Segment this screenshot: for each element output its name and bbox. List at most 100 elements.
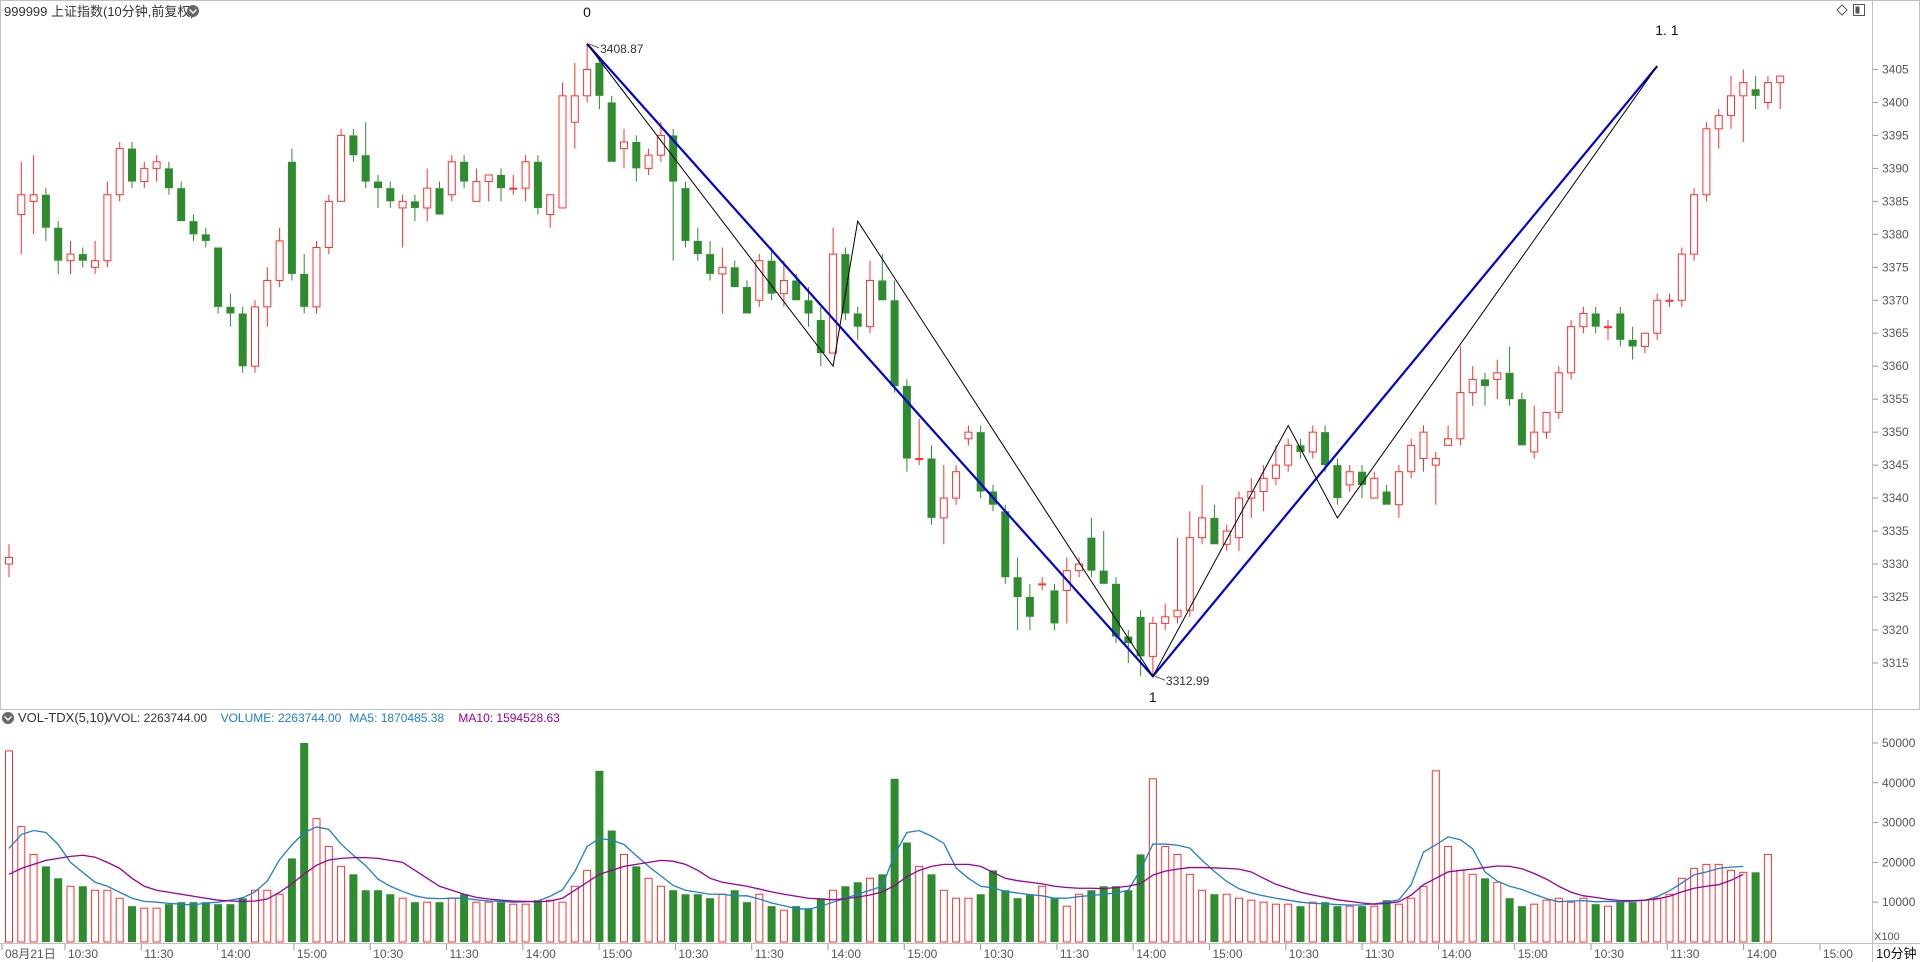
candle: [682, 182, 690, 248]
candle: [1457, 346, 1464, 445]
volume-bar-up: [92, 890, 99, 942]
candle-body-down: [165, 168, 173, 188]
volume-bar-down: [1592, 904, 1600, 942]
volume-bar-up: [1149, 779, 1156, 942]
diamond-icon[interactable]: [1837, 5, 1847, 15]
candle-body-down: [202, 234, 210, 241]
candle: [916, 419, 923, 465]
candle-body-up: [571, 96, 578, 122]
wave-line: [587, 44, 1657, 676]
volume-bar-up: [1199, 890, 1206, 942]
volume-bar-up: [1236, 898, 1243, 942]
volume-bar-down: [226, 904, 234, 942]
candle: [1469, 366, 1476, 406]
candle: [1149, 617, 1156, 676]
candle: [1715, 109, 1722, 149]
volume-bar-down: [1358, 906, 1366, 942]
volume-bar-down: [1051, 898, 1059, 942]
wave-label-1: 1: [1149, 689, 1157, 705]
volume-bar-down: [1297, 906, 1305, 942]
candle: [547, 195, 554, 228]
volume-bar-down: [300, 743, 308, 942]
volume-bar-up: [1186, 874, 1193, 942]
candle: [104, 182, 111, 268]
candle-body-down: [1481, 379, 1489, 386]
candle-body-up: [1199, 518, 1206, 538]
x-tick-label: 15:00: [1823, 947, 1853, 961]
low-pointer: [1155, 676, 1165, 680]
candle-body-up: [1371, 478, 1378, 498]
candle: [1481, 373, 1489, 406]
volume-bar-down: [595, 771, 603, 942]
candle-body-down: [1592, 313, 1600, 326]
candle-body-down: [42, 195, 50, 228]
volume-bar-up: [104, 890, 111, 942]
volume-bar-down: [1629, 902, 1637, 942]
candle: [239, 307, 247, 373]
volume-bar-up: [1408, 898, 1415, 942]
x-tick-label: 14:00: [1441, 947, 1471, 961]
volume-bar-up: [1605, 906, 1612, 942]
volume-bar-up: [338, 866, 345, 942]
low-price-label: 3312.99: [1166, 674, 1210, 688]
volume-bar-up: [953, 898, 960, 942]
candle-body-up: [1272, 465, 1279, 478]
candle: [1199, 485, 1206, 544]
period-label[interactable]: 10分钟: [1876, 946, 1916, 961]
volume-bar-down: [1087, 890, 1095, 942]
candle: [1408, 439, 1415, 479]
price-y-tick-label: 3405: [1882, 62, 1909, 76]
price-y-tick-label: 3340: [1882, 491, 1909, 505]
candle: [1210, 505, 1218, 545]
volume-bar-up: [1420, 886, 1427, 942]
volume-bar-down: [460, 894, 468, 942]
volume-bar-down: [743, 902, 751, 942]
x-tick-label: 15:00: [297, 947, 327, 961]
volume-bar-up: [940, 890, 947, 942]
volume-bar-down: [411, 902, 419, 942]
candle-body-up: [1260, 478, 1267, 491]
candle-body-down: [226, 307, 234, 314]
candle: [510, 175, 517, 195]
candle-body-up: [153, 162, 160, 169]
candle-body-down: [374, 182, 382, 189]
volume-bar-up: [965, 898, 972, 942]
volume-bar-down: [239, 898, 247, 942]
candle-body-up: [1445, 439, 1452, 446]
candle: [867, 261, 874, 334]
dropdown-icon[interactable]: [187, 5, 199, 17]
candle-body-up: [1703, 129, 1710, 195]
volume-bar-up: [448, 898, 455, 942]
candle-body-up: [1420, 432, 1427, 458]
candle-body-down: [1014, 577, 1022, 597]
candle: [6, 544, 13, 577]
candle: [1506, 346, 1514, 405]
volume-bar-down: [1333, 906, 1341, 942]
volume-legend-item: MA5: 1870485.38: [349, 711, 444, 725]
candle-body-down: [1112, 584, 1120, 637]
volume-bar-up: [756, 894, 763, 942]
candle-body-down: [190, 221, 198, 234]
candle: [1346, 465, 1353, 491]
x-tick-label: 15:00: [602, 947, 632, 961]
candle: [485, 175, 492, 201]
candle-body-down: [595, 63, 603, 96]
candle: [1678, 248, 1685, 307]
volume-bar-up: [867, 878, 874, 942]
price-y-tick-label: 3325: [1882, 590, 1909, 604]
price-y-tick-label: 3335: [1882, 524, 1909, 538]
candle: [891, 280, 899, 392]
panel-toggle-icon[interactable]: [1854, 5, 1865, 16]
candle: [1605, 320, 1612, 340]
candle: [1039, 577, 1046, 590]
time-x-axis: 08月21日 10:30 11:30 14:00 15:00 10:30 11:30 14:0…: [2, 944, 1853, 961]
candle: [1001, 505, 1009, 584]
candle-body-up: [940, 498, 947, 518]
volume-indicator-dropdown-icon[interactable]: [2, 712, 14, 724]
candle: [54, 221, 62, 274]
candle-body-down: [854, 313, 862, 326]
volume-bar-down: [792, 906, 800, 942]
volume-bar-up: [1580, 898, 1587, 942]
